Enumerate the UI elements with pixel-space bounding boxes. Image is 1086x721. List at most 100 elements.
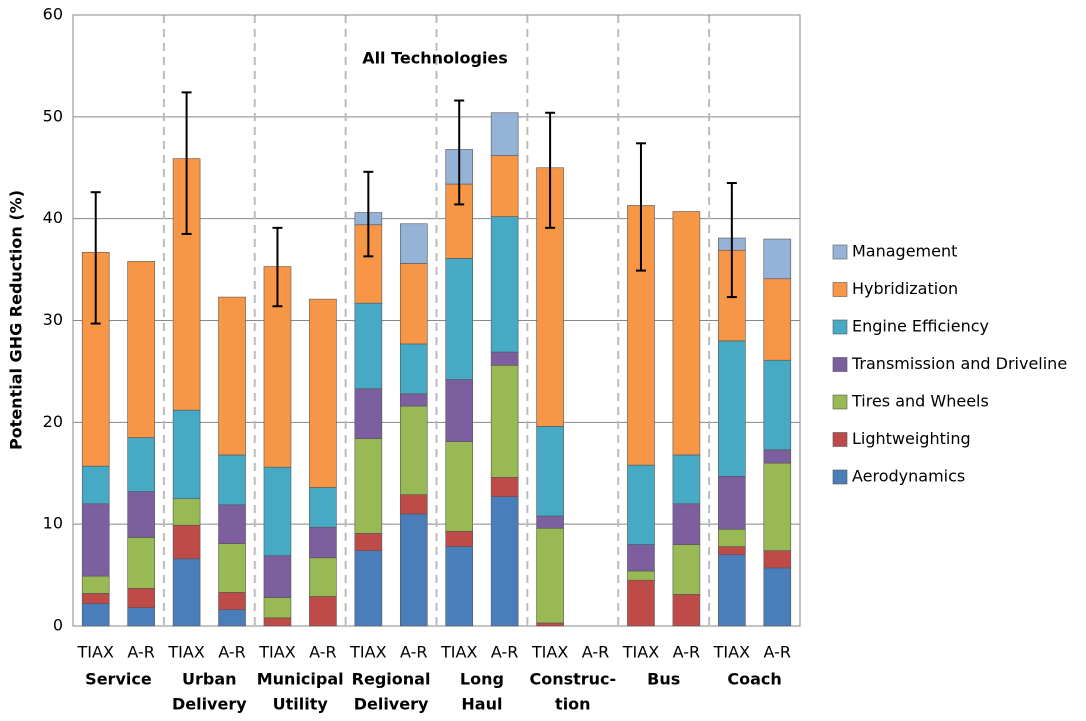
x-tick-label: TIAX [622,643,659,662]
bar-segment [763,462,792,551]
bar-segment [672,454,701,505]
group-label: Long [460,670,504,689]
x-tick-label: A-R [127,643,154,662]
bar-segment [354,533,383,551]
bar-segment [127,437,155,492]
legend-label: Management [852,242,957,261]
group-label: Construc- [529,670,616,689]
bar-segment [627,464,655,545]
x-tick-label: A-R [673,643,700,662]
bar-segment [354,550,383,627]
legend-label: Aerodynamics [852,467,965,486]
bar-segment [718,546,746,556]
chart-title: All Technologies [362,49,508,68]
x-tick-label: A-R [491,643,518,662]
bar-segment [490,496,519,627]
legend-swatch [832,282,848,297]
legend-label: Hybridization [852,279,958,298]
bar-segment [672,544,701,595]
y-tick-label: 60 [43,5,63,24]
bar-segment [81,593,110,604]
bar-segment [309,596,337,627]
bar-segment [718,554,746,627]
bar-segment [445,530,474,547]
bar-segment [263,466,292,557]
bar-segment [763,449,792,464]
group-label: Utility [273,695,329,714]
legend-label: Engine Efficiency [852,317,989,336]
bar-segment [172,498,201,526]
bar-segment [172,558,201,627]
bar-segment [627,579,655,627]
bar-segment [218,609,246,627]
bar-segment [81,603,110,627]
bar-segment [718,340,746,477]
legend-swatch [832,394,848,410]
bar-segment [309,526,337,559]
group-label: Bus [647,670,680,689]
bar-segment [627,570,655,581]
bar-segment [490,155,519,217]
legend-swatch [832,432,848,447]
x-tick-label: TIAX [349,643,386,662]
bar-segment [536,622,564,627]
bar-segment [445,379,474,442]
bar-segment [218,504,246,544]
bar-segment [81,465,110,505]
bar-segment [218,454,246,506]
group-label: Delivery [354,695,429,714]
legend-swatch [832,244,848,260]
bar-segment [763,238,792,280]
y-tick-label: 20 [43,412,63,431]
legend-swatch [832,357,848,372]
bar-segment [263,555,292,598]
y-tick-label: 40 [43,208,63,227]
x-tick-label: A-R [400,643,427,662]
bar-segment [127,607,155,627]
group-label: Haul [461,695,502,714]
bar-segment [399,513,428,627]
y-axis-label: Potential GHG Reduction (%) [7,190,26,450]
x-tick-label: A-R [309,643,336,662]
bar-segment [536,527,564,624]
bar-segment [399,393,428,407]
group-label: Regional [352,670,431,689]
bar-segment [763,359,792,451]
x-tick-label: TIAX [167,643,204,662]
bar-segment [309,487,337,528]
y-tick-label: 0 [53,616,63,635]
bar-segment [172,409,201,500]
bar-segment [763,550,792,569]
bar-segment [263,617,292,627]
group-label: Delivery [172,695,247,714]
bar-segment [490,216,519,353]
bar-segment [763,567,792,627]
group-label: Coach [727,670,781,689]
bar-segment [81,575,110,594]
bar-segment [536,426,564,517]
bar-segment [399,263,428,345]
bar-segment [127,588,155,608]
bar-segment [354,302,383,390]
x-tick-label: TIAX [77,643,114,662]
legend-swatch [832,469,848,485]
bar-segment [445,546,474,627]
bar-segment [536,515,564,529]
bar-segment [490,365,519,478]
bar-segment [445,441,474,532]
plot-border [72,14,801,627]
y-tick-label: 50 [43,106,63,125]
bar-segment [718,476,746,530]
bar-segment [490,112,519,156]
x-tick-label: TIAX [258,643,295,662]
bar-segment [309,298,337,488]
x-tick-label: A-R [764,643,791,662]
bar-segment [490,477,519,497]
bar-segment [354,438,383,534]
bar-segment [718,528,746,547]
bar-segment [309,557,337,597]
group-label: Urban [182,670,237,689]
bar-segment [399,405,428,495]
bar-segment [218,296,246,456]
